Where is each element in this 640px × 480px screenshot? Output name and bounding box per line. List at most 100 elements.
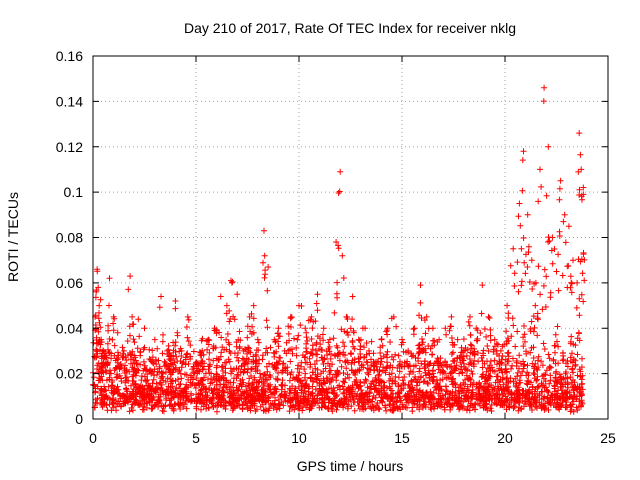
data-point [437, 369, 444, 376]
data-point [474, 327, 481, 334]
data-point [106, 396, 113, 403]
data-point [198, 406, 204, 413]
data-point [255, 392, 262, 399]
data-point [335, 242, 342, 249]
data-point [260, 388, 267, 395]
data-point [187, 353, 194, 360]
data-point [429, 325, 436, 332]
data-point [253, 385, 260, 392]
data-point [182, 385, 189, 392]
data-point [118, 375, 125, 382]
data-point [518, 245, 525, 252]
data-point [167, 376, 174, 382]
data-point [486, 315, 493, 321]
data-point [463, 396, 470, 403]
data-point [531, 388, 538, 395]
data-point [100, 391, 107, 398]
data-point [490, 384, 497, 391]
data-point [480, 347, 487, 354]
data-point [145, 393, 152, 399]
data-point [565, 223, 572, 230]
data-point [448, 323, 454, 330]
data-point [534, 332, 541, 339]
data-point [308, 336, 315, 342]
data-point [283, 339, 290, 346]
data-point [130, 392, 137, 399]
data-point [362, 325, 369, 332]
data-point [532, 302, 539, 309]
data-point [299, 403, 306, 410]
data-point [227, 350, 234, 356]
data-point [163, 369, 169, 375]
data-point [513, 398, 520, 405]
data-point [413, 382, 420, 389]
data-point [393, 323, 400, 330]
data-point [94, 383, 101, 390]
data-point [188, 392, 194, 399]
data-point [371, 367, 377, 374]
data-point [223, 310, 230, 317]
data-point [340, 390, 347, 397]
data-point [470, 361, 477, 367]
data-point [294, 389, 301, 396]
data-point [543, 387, 550, 394]
data-point [410, 331, 417, 338]
data-point [427, 404, 434, 411]
data-point [519, 187, 526, 194]
data-point [410, 389, 417, 396]
data-point [423, 313, 430, 320]
data-point [396, 362, 403, 369]
data-point [558, 387, 565, 394]
data-point [554, 338, 560, 345]
data-point [312, 347, 319, 354]
data-point [350, 386, 356, 393]
data-point [204, 337, 211, 344]
data-point [313, 357, 320, 364]
data-point [156, 304, 163, 311]
data-point [127, 332, 133, 339]
data-point [555, 343, 562, 350]
data-point [93, 347, 100, 354]
data-point [110, 327, 117, 334]
data-point [449, 369, 455, 376]
data-point [569, 365, 576, 372]
data-point [356, 337, 363, 344]
data-point [132, 354, 139, 361]
data-point [419, 391, 426, 398]
data-point [197, 398, 204, 405]
data-point [518, 282, 525, 289]
data-point [244, 350, 251, 357]
data-point [251, 374, 258, 381]
data-point [573, 404, 580, 411]
data-point [269, 361, 276, 368]
data-point [197, 387, 204, 394]
data-point [450, 349, 456, 356]
data-point [296, 405, 303, 412]
data-point [294, 398, 301, 405]
data-point [416, 341, 423, 348]
data-point [366, 366, 373, 373]
data-point [98, 365, 105, 372]
data-point [417, 396, 424, 403]
data-point [527, 349, 534, 356]
data-point [213, 355, 220, 362]
data-point [181, 371, 188, 378]
data-point [302, 382, 309, 388]
data-point [520, 343, 527, 350]
data-point [146, 346, 153, 353]
data-point [443, 374, 450, 381]
data-point [250, 358, 257, 365]
data-point [504, 350, 511, 357]
data-point [463, 352, 470, 359]
data-point [580, 184, 587, 191]
data-point [522, 270, 529, 277]
data-point [336, 349, 343, 356]
data-point [343, 394, 350, 401]
data-point [314, 307, 321, 314]
data-point [210, 357, 217, 364]
data-point [244, 323, 251, 330]
data-point [366, 350, 373, 357]
data-point [148, 358, 155, 365]
data-point [100, 347, 107, 354]
data-point [98, 386, 105, 393]
